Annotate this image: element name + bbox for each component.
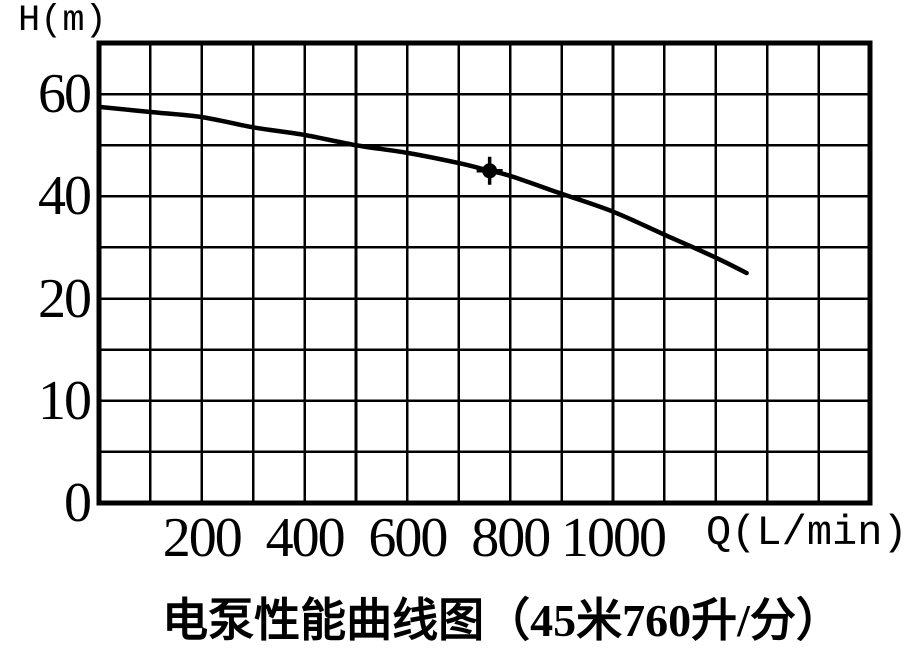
x-tick-label: 200 [162, 507, 243, 569]
x-tick-label: 600 [368, 507, 448, 569]
x-tick-label: 800 [471, 507, 551, 569]
chart-title: 电泵性能曲线图（45米760升/分） [162, 595, 842, 646]
grid-lines [99, 43, 870, 503]
pump-curve [96, 104, 749, 276]
y-tick-label: 0 [64, 472, 92, 534]
y-tick-label: 40 [38, 165, 92, 228]
y-axis-title: H(m) [18, 0, 107, 42]
y-tick-label: 10 [38, 369, 92, 432]
x-axis-title: Q(L/min) [706, 509, 908, 557]
y-tick-label: 20 [38, 267, 92, 330]
rated-point-marker [476, 156, 503, 185]
plot-border [96, 40, 873, 506]
x-tick-label: 400 [265, 507, 346, 569]
x-tick-label: 1000 [561, 507, 667, 569]
y-tick-label: 60 [38, 63, 92, 126]
